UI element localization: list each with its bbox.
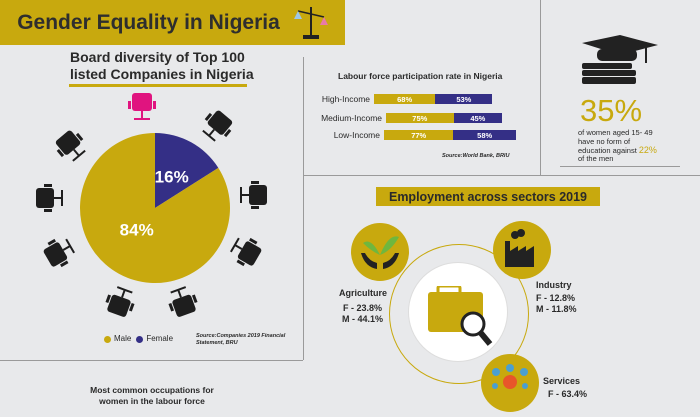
pie-label: 16% <box>155 168 189 187</box>
divider <box>303 57 304 360</box>
pie-label: 84% <box>120 220 154 239</box>
page-title: Gender Equality in Nigeria <box>17 10 280 34</box>
sector-ring <box>389 244 529 384</box>
occupations-title-line2: women in the labour force <box>99 396 205 406</box>
board-title: Board diversity of Top 100 listed Compan… <box>70 49 254 83</box>
bar-category-label: Low-Income <box>333 130 380 140</box>
divider <box>560 166 680 167</box>
agriculture-hands-plant-icon <box>361 236 399 269</box>
industry-male: M - 11.8% <box>536 304 577 314</box>
board-pie-chart: 16% 84% <box>36 93 267 317</box>
occupations-title: Most common occupations for women in the… <box>82 385 222 407</box>
occupations-title-line1: Most common occupations for <box>90 385 214 395</box>
female-icon <box>136 335 144 343</box>
services-name: Services <box>543 376 581 386</box>
scales-icon <box>293 6 328 39</box>
bar-category-label: Medium-Income <box>321 113 382 123</box>
board-title-line2: listed Companies in Nigeria <box>70 66 254 82</box>
pie-slice-male <box>79 133 230 283</box>
chair-icon <box>202 110 233 142</box>
bar-segment-navy: 53% <box>435 94 493 104</box>
chair-icon <box>43 238 75 268</box>
bar-segment-navy: 58% <box>453 130 516 140</box>
title-underline <box>69 84 247 87</box>
agriculture-circle <box>351 223 409 281</box>
divider <box>540 0 541 175</box>
female-chair-icon <box>128 93 156 120</box>
header-banner: Gender Equality in Nigeria <box>0 0 345 45</box>
labour-source: Source:World Bank, BRIU <box>442 153 510 159</box>
services-label: Services F - 63.4% <box>543 376 587 400</box>
chair-icon <box>105 286 135 317</box>
men-percent: 22% <box>638 145 657 155</box>
education-line: education against <box>578 146 637 155</box>
chair-icon <box>230 237 262 267</box>
labour-title: Labour force participation rate in Niger… <box>338 71 503 81</box>
briefcase-search-icon <box>428 286 493 346</box>
industry-circle <box>493 221 551 279</box>
education-line: have no form of <box>578 136 631 146</box>
board-source: Source:Companies 2019 Financial Statemen… <box>196 333 286 346</box>
factory-icon <box>505 229 534 267</box>
education-percent: 35% <box>580 93 643 128</box>
bar-segment-gold: 75% <box>386 113 454 123</box>
legend-female: Female <box>146 334 174 343</box>
chair-icon <box>240 181 267 209</box>
education-line: of the men <box>578 154 614 163</box>
divider <box>0 360 303 361</box>
legend-male: Male <box>114 334 132 343</box>
bar-category-label: High-Income <box>321 94 370 104</box>
employment-title: Employment across sectors 2019 <box>376 187 600 206</box>
male-icon <box>104 335 111 343</box>
graduation-books-icon <box>582 35 658 84</box>
education-text: of women aged 15- 49 have no form of edu… <box>578 128 657 164</box>
agriculture-label: Agriculture F - 23.8% M - 44.1% <box>339 288 387 325</box>
bar-segment-gold: 77% <box>384 130 454 140</box>
services-female: F - 63.4% <box>548 389 588 399</box>
chair-icon <box>36 184 63 212</box>
chair-icon <box>168 286 198 317</box>
agriculture-female: F - 23.8% <box>343 303 383 313</box>
industry-female: F - 12.8% <box>536 293 576 303</box>
pie-slice-female <box>155 133 219 208</box>
bar-segment-navy: 45% <box>453 113 503 123</box>
chair-icon <box>55 130 86 162</box>
agriculture-male: M - 44.1% <box>342 314 384 324</box>
bar-segment-gold: 68% <box>374 94 436 104</box>
education-line: of women aged 15- 49 <box>578 128 653 137</box>
industry-name: Industry <box>536 280 572 290</box>
services-icon <box>492 364 528 389</box>
services-circle <box>481 354 539 412</box>
pie-legend: Male Female <box>104 334 173 344</box>
board-title-line1: Board diversity of Top 100 <box>70 49 245 65</box>
industry-label: Industry F - 12.8% M - 11.8% <box>536 280 577 315</box>
agriculture-name: Agriculture <box>339 288 388 298</box>
divider <box>303 175 700 176</box>
